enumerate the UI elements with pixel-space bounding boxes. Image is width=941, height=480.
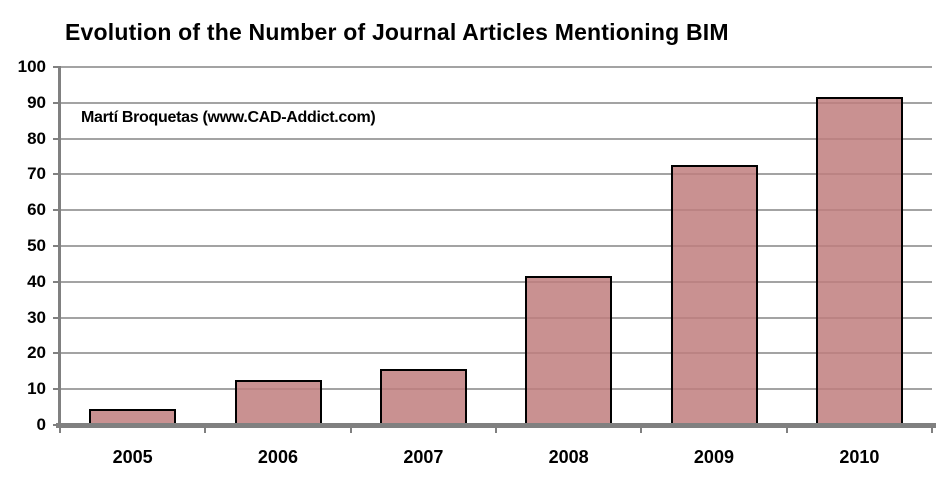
bar-2008 bbox=[525, 276, 613, 425]
x-axis-label-2009: 2009 bbox=[693, 447, 734, 467]
x-axis-tick-6 bbox=[931, 425, 933, 433]
x-axis-label-2006: 2006 bbox=[257, 447, 298, 467]
gridline-70 bbox=[60, 173, 932, 176]
bar-2010 bbox=[815, 97, 903, 425]
x-axis-tick-5 bbox=[785, 425, 788, 433]
y-axis-tick-60 bbox=[53, 209, 61, 212]
y-axis-tick-90 bbox=[53, 101, 61, 104]
chart-title: Evolution of the Number of Journal Artic… bbox=[65, 19, 729, 45]
y-axis-tick-40 bbox=[53, 280, 61, 283]
y-axis-label-30: 30 bbox=[27, 307, 46, 327]
gridline-60 bbox=[60, 209, 932, 212]
y-axis-label-80: 80 bbox=[27, 128, 46, 148]
y-axis-tick-10 bbox=[53, 388, 61, 391]
y-axis-tick-50 bbox=[53, 245, 61, 247]
gridline-90 bbox=[60, 101, 932, 104]
y-axis-label-100: 100 bbox=[17, 57, 46, 76]
x-axis-tick-3 bbox=[495, 425, 497, 433]
x-axis-tick-2 bbox=[349, 425, 352, 433]
gridline-10 bbox=[60, 388, 932, 391]
y-axis-label-70: 70 bbox=[27, 164, 46, 184]
gridline-40 bbox=[60, 280, 932, 283]
x-axis-label-2010: 2010 bbox=[839, 447, 880, 467]
bar-2007 bbox=[379, 369, 467, 425]
y-axis-tick-30 bbox=[53, 316, 61, 319]
gridline-50 bbox=[60, 245, 932, 247]
y-axis-label-40: 40 bbox=[27, 271, 46, 291]
gridline-100 bbox=[60, 66, 932, 68]
bar-2009 bbox=[670, 165, 758, 425]
y-axis-label-50: 50 bbox=[27, 236, 46, 255]
y-axis-tick-0 bbox=[53, 424, 61, 426]
y-axis-label-60: 60 bbox=[27, 200, 46, 220]
bar-2006 bbox=[234, 380, 322, 425]
y-axis-tick-70 bbox=[53, 173, 61, 176]
x-axis-label-2007: 2007 bbox=[403, 447, 444, 467]
y-axis-label-20: 20 bbox=[27, 343, 46, 363]
gridline-80 bbox=[60, 137, 932, 140]
gridline-30 bbox=[60, 316, 932, 319]
x-axis-tick-1 bbox=[204, 425, 207, 433]
y-axis-tick-100 bbox=[53, 66, 61, 68]
y-axis-label-90: 90 bbox=[27, 92, 46, 112]
x-axis-label-2008: 2008 bbox=[548, 447, 589, 467]
y-axis-tick-20 bbox=[53, 352, 61, 355]
y-axis-label-0: 0 bbox=[36, 415, 46, 434]
x-axis-tick-0 bbox=[59, 425, 61, 433]
x-axis-tick-4 bbox=[640, 425, 643, 433]
y-axis-label-10: 10 bbox=[27, 379, 46, 399]
gridline-20 bbox=[60, 352, 932, 355]
y-axis-tick-80 bbox=[53, 137, 61, 140]
x-axis-label-2005: 2005 bbox=[112, 447, 153, 467]
author-annotation: Martí Broquetas (www.CAD-Addict.com) bbox=[81, 109, 376, 126]
